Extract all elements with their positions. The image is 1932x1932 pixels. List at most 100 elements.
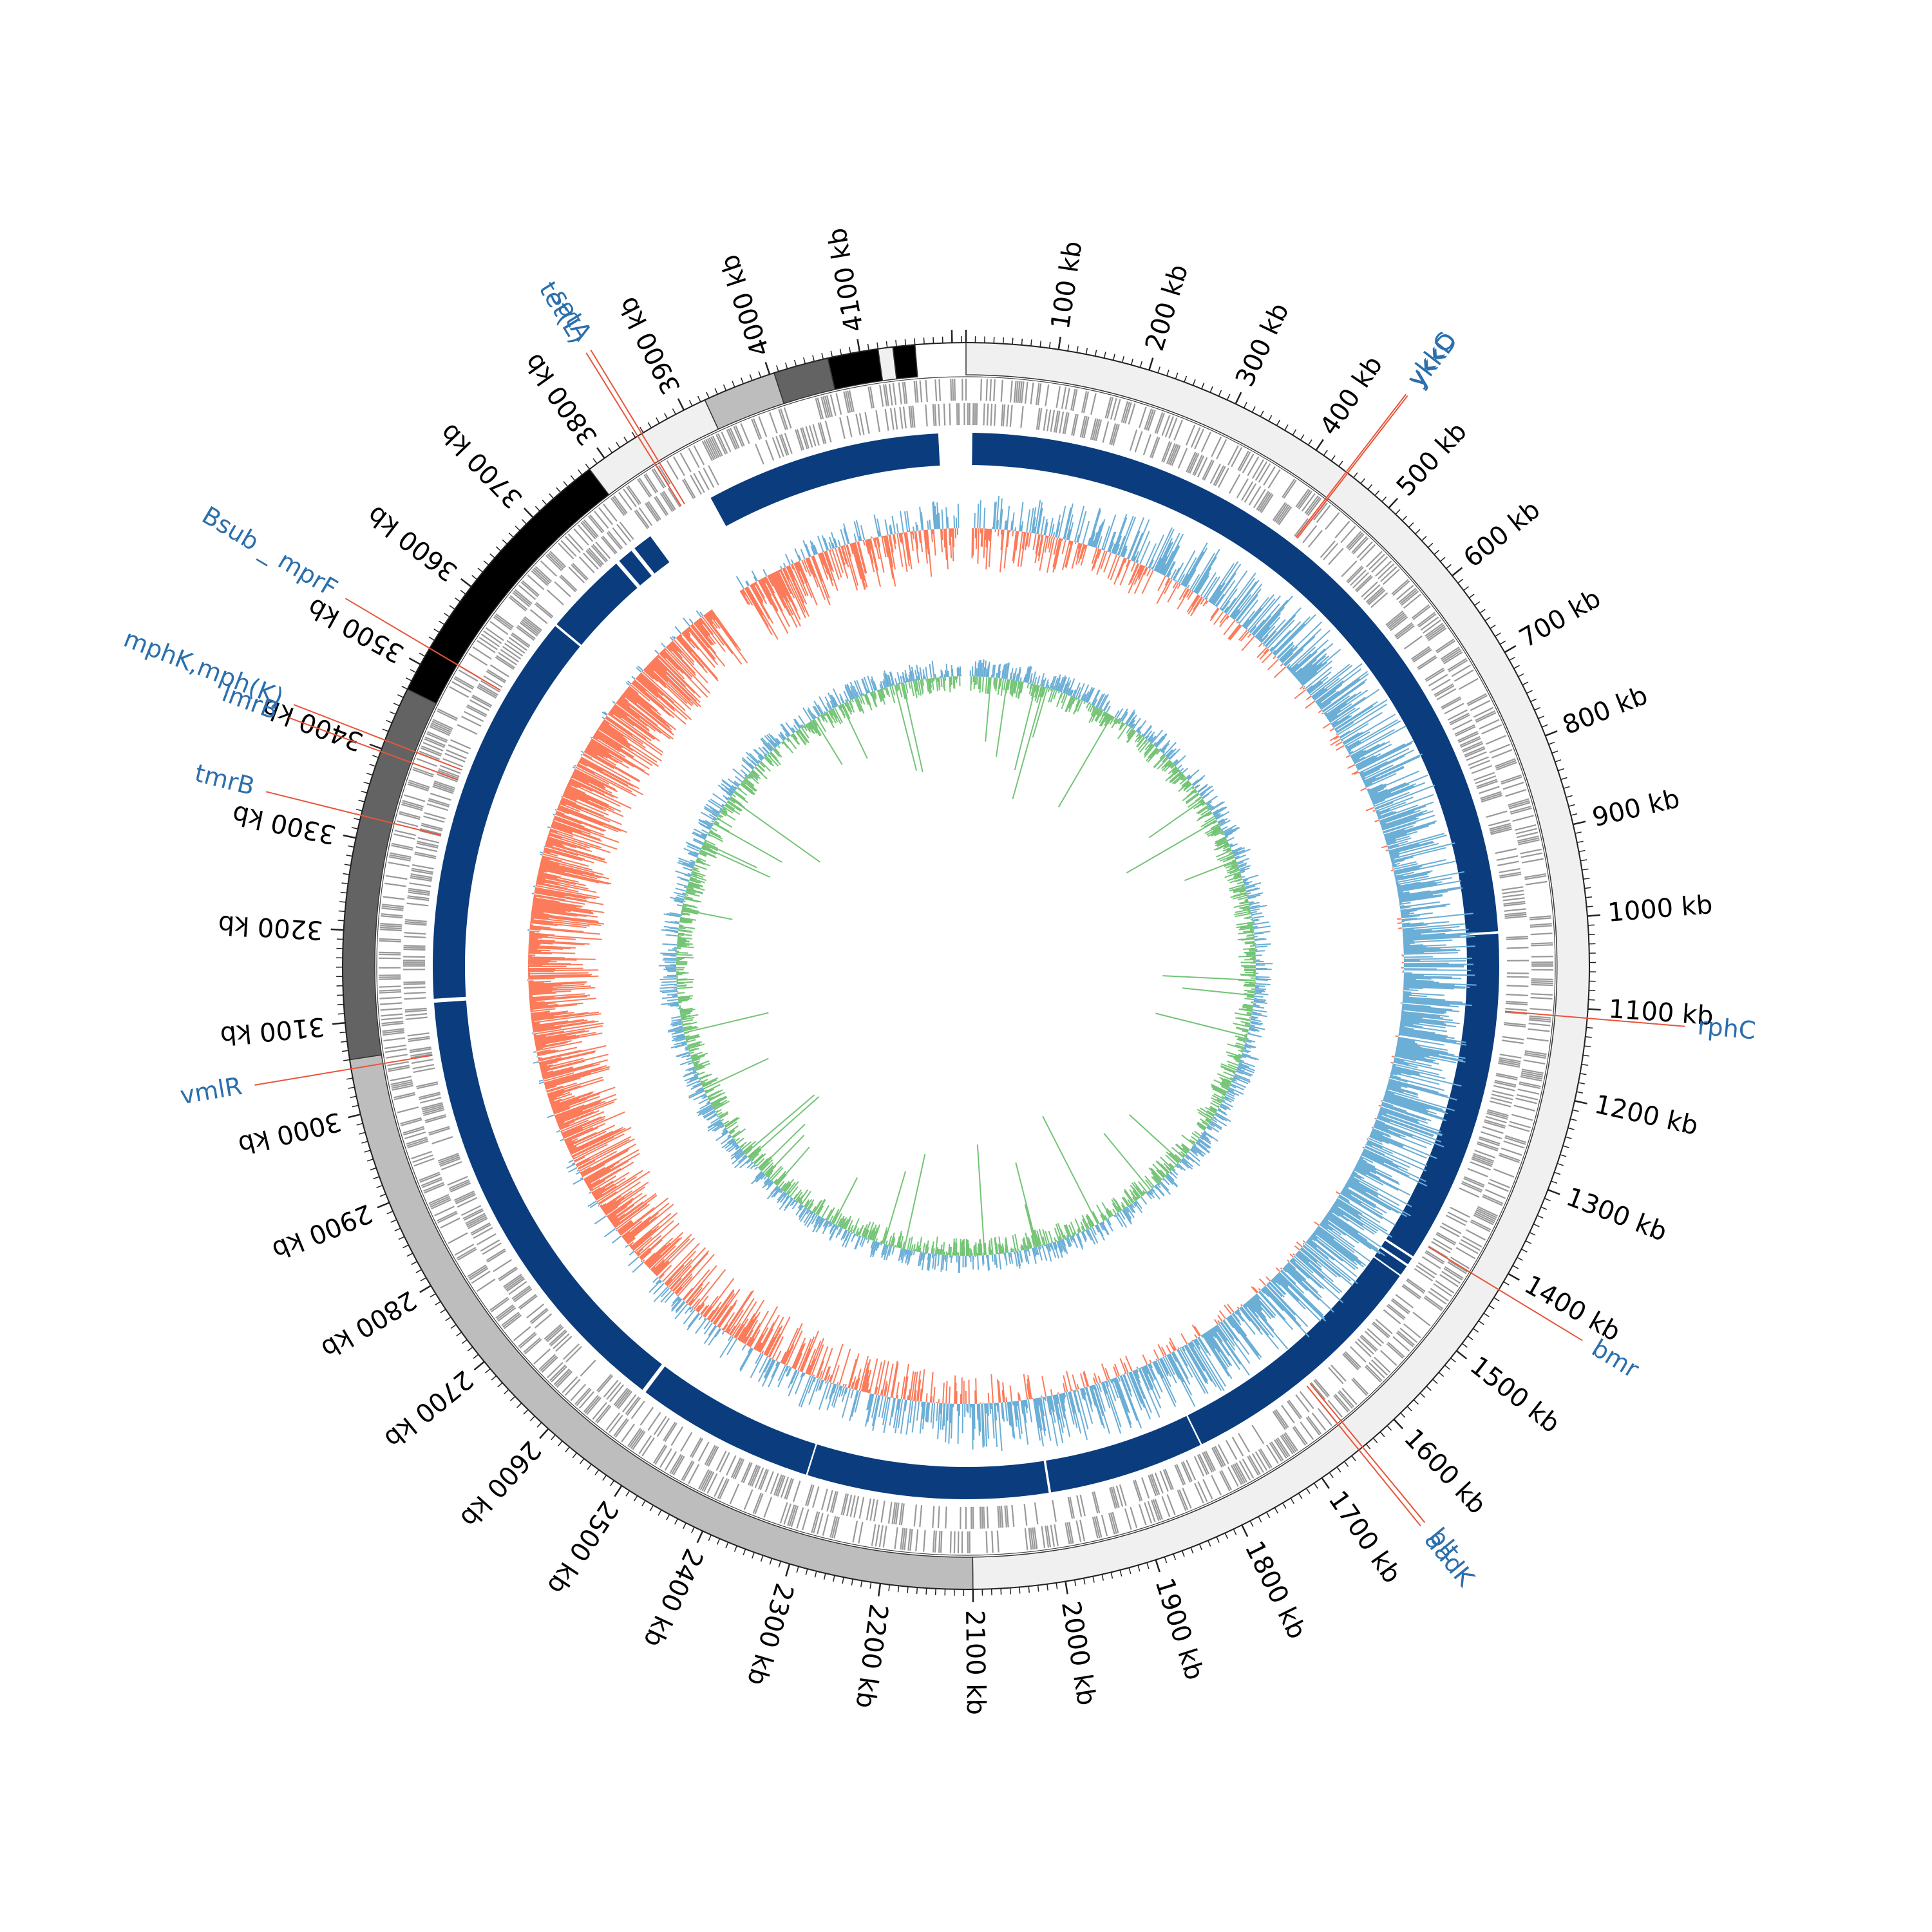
- tick-mark: [454, 597, 460, 602]
- tick-mark: [805, 1568, 808, 1576]
- tick-mark: [1201, 383, 1205, 390]
- tick-mark: [1415, 529, 1421, 535]
- tick-mark: [456, 1332, 462, 1337]
- tick-mark: [1331, 455, 1336, 462]
- tick-mark: [1395, 509, 1401, 515]
- tick-mark: [572, 1452, 578, 1459]
- tick-mark: [1094, 350, 1097, 357]
- tick-mark: [677, 398, 685, 411]
- tick-mark: [1565, 1136, 1572, 1139]
- tick-mark: [585, 464, 590, 469]
- tick-label: 2200 kb: [849, 1602, 893, 1710]
- tick-mark: [359, 1132, 366, 1135]
- tick-mark: [1374, 490, 1380, 496]
- tick-mark: [337, 1003, 344, 1005]
- tick-mark: [483, 560, 489, 565]
- tick-mark: [1560, 1154, 1567, 1157]
- tick-mark: [1381, 496, 1387, 502]
- tick-label: 1200 kb: [1592, 1090, 1701, 1141]
- tick-mark: [355, 808, 363, 811]
- tick-mark: [1329, 1472, 1334, 1479]
- tick-mark: [596, 447, 605, 459]
- tick-mark: [1555, 759, 1562, 762]
- gene-label: vmlR: [178, 1072, 243, 1110]
- tick-mark: [857, 339, 861, 352]
- tick-mark: [502, 539, 507, 545]
- alignment-block-6: [807, 1444, 1049, 1499]
- tick-mark: [1387, 1425, 1392, 1431]
- tick-mark: [1521, 1248, 1528, 1253]
- tick-label: 500 kb: [1391, 417, 1473, 502]
- tick-mark: [1581, 1063, 1588, 1066]
- tick-mark: [393, 703, 400, 706]
- tick-mark: [916, 1587, 918, 1595]
- tick-mark: [1119, 1569, 1122, 1577]
- tick-mark: [1495, 632, 1501, 637]
- tick-mark: [683, 1522, 687, 1530]
- tick-mark: [339, 1031, 346, 1034]
- tick-mark: [450, 1324, 457, 1329]
- tick-mark: [1548, 1189, 1560, 1195]
- tick-mark: [440, 1309, 446, 1314]
- tick-mark: [1321, 1477, 1330, 1489]
- gc-skew-track: [658, 659, 1273, 1273]
- tick-label: 200 kb: [1140, 261, 1194, 354]
- tick-mark: [851, 1578, 853, 1586]
- tick-mark: [1426, 1385, 1432, 1391]
- tick-mark: [1566, 795, 1573, 798]
- tick-mark: [1046, 1584, 1048, 1591]
- tick-mark: [691, 1526, 695, 1533]
- gene-marker-line: [1295, 393, 1406, 538]
- gene-marker-line: [590, 349, 685, 505]
- tick-mark: [363, 781, 370, 785]
- tick-mark: [1241, 1524, 1249, 1537]
- tick-mark: [444, 612, 450, 618]
- tick-mark: [1292, 429, 1297, 435]
- tick-label: 4000 kb: [715, 251, 776, 360]
- tick-mark: [1166, 369, 1170, 376]
- tick-mark: [1112, 354, 1115, 361]
- tick-mark: [833, 1575, 835, 1582]
- tick-mark: [539, 1428, 549, 1439]
- tick-label: 2000 kb: [1056, 1599, 1101, 1707]
- tick-mark: [1537, 1215, 1544, 1219]
- tick-mark: [776, 365, 779, 372]
- tick-mark: [402, 1244, 409, 1249]
- gene-label: tmrB: [192, 759, 257, 800]
- tick-label: 1700 kb: [1323, 1486, 1407, 1589]
- tick-mark: [1562, 1145, 1569, 1148]
- tick-mark: [361, 790, 368, 793]
- tick-mark: [803, 357, 806, 364]
- tick-mark: [1258, 1516, 1262, 1523]
- tick-mark: [1146, 1562, 1150, 1569]
- tick-label: 1600 kb: [1398, 1423, 1492, 1520]
- gene-feature-lines: [378, 378, 1554, 1554]
- tick-mark: [1249, 1520, 1254, 1527]
- tick-mark: [897, 1586, 900, 1593]
- tick-mark: [723, 384, 727, 391]
- tick-label: 1000 kb: [1607, 890, 1714, 928]
- tick-mark: [563, 481, 569, 487]
- tick-mark: [341, 1041, 348, 1043]
- tick-mark: [477, 567, 484, 573]
- tick-mark: [542, 499, 547, 506]
- tick-mark: [1065, 1581, 1068, 1595]
- tick-mark: [697, 395, 701, 402]
- tick-mark: [1110, 1572, 1113, 1579]
- tick-mark: [1578, 849, 1586, 853]
- tick-mark: [1575, 831, 1582, 834]
- tick-mark: [842, 1577, 844, 1584]
- gene-marker-line: [585, 352, 682, 507]
- alignment-block-2: [1381, 1240, 1412, 1265]
- tick-mark: [614, 1485, 623, 1497]
- gene-marker-line: [1296, 395, 1408, 539]
- tick-mark: [467, 1347, 473, 1352]
- tick-label: 3800 kb: [518, 348, 603, 451]
- tick-label: 2100 kb: [960, 1610, 990, 1716]
- tick-mark: [1128, 1567, 1132, 1575]
- contig-segment-9: [892, 344, 918, 380]
- tick-mark: [830, 350, 833, 357]
- gene-label: Bsub _ mprF: [197, 501, 342, 603]
- tick-mark: [1588, 934, 1595, 936]
- tick-mark: [860, 1580, 863, 1587]
